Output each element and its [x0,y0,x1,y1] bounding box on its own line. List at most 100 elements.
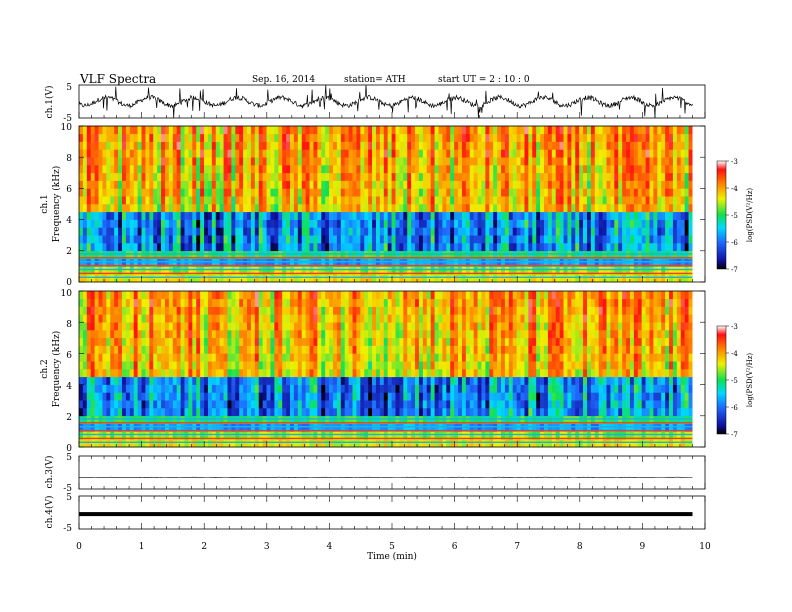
spectrogram-cell [446,141,451,150]
spectrogram-cell [297,314,303,323]
spectrogram-cell [286,345,291,354]
spectrogram-cell [559,133,564,142]
spectrogram-cell [508,211,514,220]
spectrogram-cell [446,266,451,275]
spectrogram-cell [645,211,650,220]
spectrogram-cell [418,235,424,244]
spectrogram-cell [110,298,115,307]
spectrogram-cell [575,243,580,252]
spectrogram-cell [325,392,330,401]
spectrogram-cell [266,330,271,339]
spectrogram-cell [434,180,439,189]
spectrogram-cell [391,126,396,135]
spectrogram-cell [403,314,408,323]
spectrogram-cell [102,157,107,166]
spectrogram-cell [172,165,177,174]
spectrogram-cell [391,431,396,440]
spectrogram-cell [669,188,674,197]
spectrogram-cell [497,126,502,135]
spectrogram-cell [305,196,310,205]
spectrogram-cell [82,227,88,236]
spectrogram-cell [415,431,420,440]
spectrogram-cell [411,141,416,150]
spectrogram-cell [305,392,310,401]
spectrogram-cell [301,250,306,259]
spectrogram-cell [332,258,338,267]
spectrogram-cell [254,423,260,432]
spectrogram-cell [196,439,201,448]
spectrogram-cell [278,141,283,150]
spectrogram-cell [176,250,181,259]
spectrogram-cell [336,330,342,339]
spectrogram-cell [426,439,431,448]
spectrogram-cell [90,291,95,300]
spectrogram-cell [129,126,135,135]
spectrogram-cell [180,250,185,259]
spectrogram-cell [332,274,338,283]
spectrogram-cell [118,196,123,205]
spectrogram-cell [180,188,185,197]
spectrogram-cell [297,172,303,181]
spectrogram-cell [567,149,572,158]
spectrogram-cell [360,188,365,197]
spectrogram-cell [489,157,494,166]
spectrogram-cell [215,211,220,220]
spectrogram-cell [481,227,486,236]
spectrogram-cell [540,180,545,189]
spectrogram-cell [239,141,244,150]
spectrogram-cell [387,291,392,300]
spectrogram-cell [336,408,342,417]
spectrogram-cell [383,353,388,362]
spectrogram-cell [434,149,439,158]
spectrogram-cell [172,133,177,142]
spectrogram-cell [637,133,642,142]
spectrogram-cell [477,274,482,283]
spectrogram-cell [528,172,533,181]
spectrogram-cell [473,204,478,213]
spectrogram-cell [211,439,217,448]
spectrogram-cell [395,423,400,432]
spectrogram-cell [164,314,170,323]
spectrogram-cell [489,133,494,142]
spectrogram-cell [196,392,201,401]
spectrogram-cell [325,337,330,346]
spectrogram-cell [551,204,557,213]
spectrogram-cell [340,180,346,189]
spectrogram-cell [262,376,267,385]
spectrogram-cell [344,306,349,315]
spectrogram-cell [235,149,240,158]
spectrogram-cell [364,157,369,166]
spectrogram-cell [164,306,170,315]
spectrogram-cell [629,243,635,252]
spectrogram-cell [450,165,455,174]
spectrogram-cell [387,165,392,174]
spectrogram-cell [375,250,381,259]
spectrogram-cell [145,141,150,150]
spectrogram-cell [332,298,338,307]
spectrogram-cell [110,337,115,346]
spectrogram-cell [676,172,682,181]
spectrogram-cell [239,408,244,417]
spectrogram-cell [391,227,396,236]
spectrogram-cell [290,204,295,213]
spectrogram-cell [121,141,127,150]
spectrogram-cell [86,227,92,236]
spectrogram-cell [501,149,506,158]
spectrogram-cell [399,235,404,244]
spectrogram-cell [110,211,115,220]
spectrogram-cell [82,361,88,370]
spectrogram-cell [204,369,209,378]
spectrogram-cell [383,196,388,205]
spectrogram-cell [98,314,103,323]
spectrogram-cell [356,408,361,417]
spectrogram-cell [528,211,533,220]
spectrogram-cell [352,126,357,135]
spectrogram-cell [164,235,170,244]
spectrogram-cell [121,306,127,315]
spectrogram-cell [497,149,502,158]
spectrogram-cell [164,361,170,370]
spectrogram-cell [461,211,467,220]
spectrogram-cell [196,337,201,346]
spectrogram-cell [465,188,471,197]
spectrogram-cell [114,180,119,189]
